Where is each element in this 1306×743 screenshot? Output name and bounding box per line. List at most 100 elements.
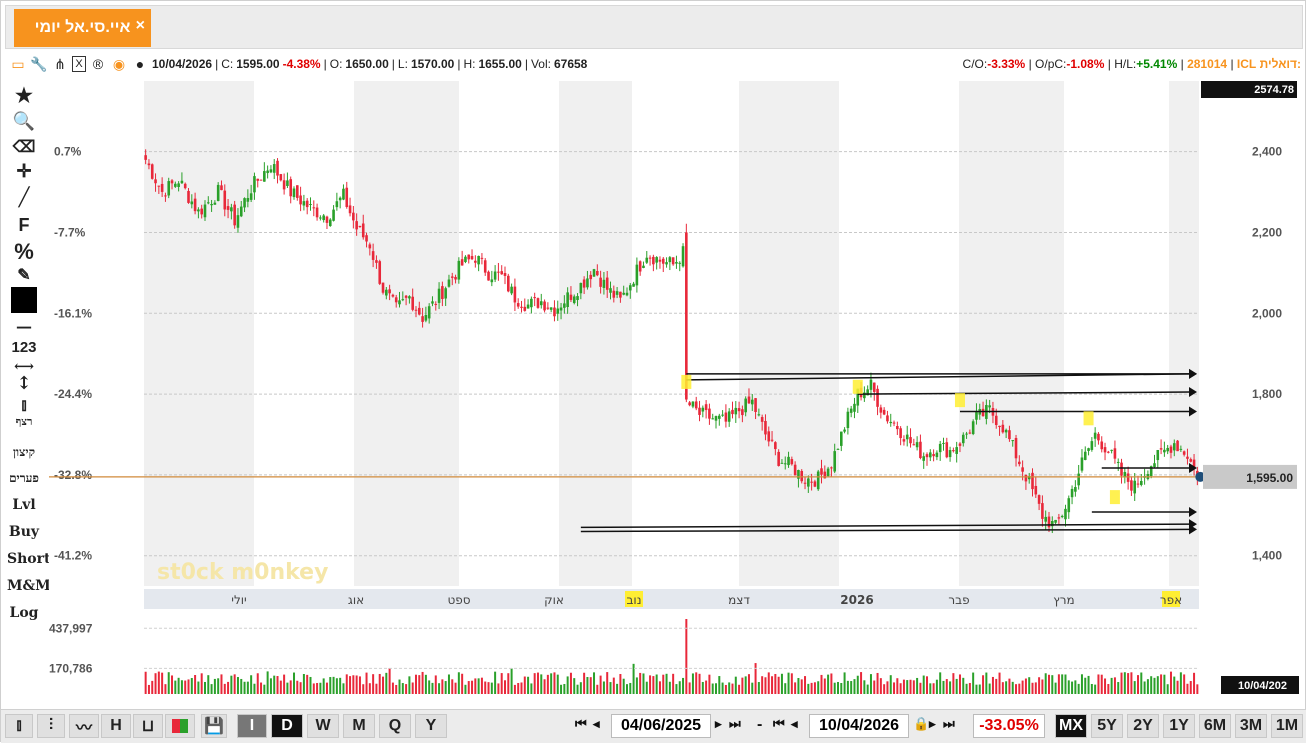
gaps-tool[interactable]: פערים xyxy=(9,471,39,485)
volume-bar xyxy=(747,674,750,694)
star-icon[interactable]: ★ xyxy=(15,83,33,107)
range-1m[interactable]: 1M xyxy=(1271,714,1303,738)
ohlc-view-icon[interactable]: ⫶ xyxy=(37,714,65,738)
prev-to-icon[interactable]: ◂ xyxy=(791,716,797,731)
first-icon[interactable]: ⏮ xyxy=(575,716,587,731)
first-to-icon[interactable]: ⏮ xyxy=(773,716,785,731)
next-to-icon[interactable]: ▸ xyxy=(929,716,935,731)
candles-icon[interactable]: ⫾ xyxy=(21,395,27,414)
volume-bar xyxy=(668,681,671,694)
volume-bar xyxy=(583,672,586,694)
period-monthly[interactable]: M xyxy=(343,714,375,738)
range-3m[interactable]: 3M xyxy=(1235,714,1267,738)
volume-bar xyxy=(850,681,853,694)
volume-bar xyxy=(510,668,513,694)
note-edit-icon[interactable]: ✎ xyxy=(17,265,31,284)
bars-view-icon[interactable]: ⊔ xyxy=(133,714,163,738)
vertical-measure-icon[interactable]: ↕ xyxy=(16,373,32,394)
volume-bar xyxy=(771,676,774,694)
candle xyxy=(830,467,833,469)
save-icon[interactable]: 💾 xyxy=(201,714,227,738)
color-bars-icon[interactable] xyxy=(165,714,195,738)
numbers-tool[interactable]: 123 xyxy=(11,339,37,356)
price-chart[interactable]: 2,400 0.7% 2,200 -7.7% 2,000 -16.1% 1,800 -24.4… xyxy=(49,81,1299,696)
range-5y[interactable]: 5Y xyxy=(1091,714,1123,738)
candle xyxy=(269,169,273,173)
close-icon[interactable]: × xyxy=(135,17,145,34)
period-intraday[interactable]: I xyxy=(237,714,267,738)
line-view-icon[interactable]: 〰 xyxy=(69,714,99,738)
range-1y[interactable]: 1Y xyxy=(1163,714,1195,738)
candle xyxy=(1018,461,1021,465)
range-6m[interactable]: 6M xyxy=(1199,714,1231,738)
color-picker[interactable] xyxy=(7,287,41,313)
line-draw-icon[interactable]: ╱ xyxy=(18,187,30,208)
range-max[interactable]: MX xyxy=(1055,714,1087,738)
volume-bar xyxy=(428,680,431,694)
log-scale-tool[interactable]: Log xyxy=(9,605,39,621)
buy-tool[interactable]: Buy xyxy=(8,524,40,540)
volume-bar xyxy=(939,672,942,694)
next-icon[interactable]: ▸ xyxy=(715,716,721,731)
levels-tool[interactable]: Lvl xyxy=(12,497,36,513)
hl-label: H/L: xyxy=(1114,57,1137,71)
measure-arrow-icon[interactable]: ⟷ xyxy=(13,359,35,375)
volume-bar xyxy=(606,672,609,694)
trend-line[interactable] xyxy=(580,523,1192,529)
target-icon[interactable]: ◉ xyxy=(112,56,126,72)
candle xyxy=(638,261,642,272)
period-daily[interactable]: D xyxy=(271,714,303,738)
volume-bar xyxy=(1097,674,1100,694)
last-to-icon[interactable]: ⏭ xyxy=(943,716,955,731)
trend-line[interactable] xyxy=(580,528,1192,533)
percent-tool[interactable]: % xyxy=(14,239,34,264)
wrench-icon[interactable]: 🔧 xyxy=(30,56,48,72)
volume-bar xyxy=(705,680,708,694)
candle xyxy=(223,190,227,210)
volume-bar xyxy=(889,675,892,694)
trend-line[interactable] xyxy=(686,373,1192,381)
candle xyxy=(246,197,250,202)
to-date-input[interactable]: 10/04/2026 xyxy=(809,714,909,738)
candle xyxy=(863,392,866,399)
close-label: C: xyxy=(221,57,234,71)
candle xyxy=(718,415,721,419)
mm-tool[interactable]: M&M xyxy=(7,578,51,594)
extreme-tool[interactable]: קיצון xyxy=(13,445,35,459)
search-icon[interactable]: 🔍 xyxy=(12,111,36,132)
candles-view-icon[interactable]: ⫾ xyxy=(5,714,33,738)
volume-bar xyxy=(836,681,839,694)
sequence-tool[interactable]: רצף xyxy=(15,415,33,428)
registered-icon[interactable]: ® xyxy=(92,56,104,72)
candle xyxy=(530,298,533,308)
lock-icon[interactable]: 🔒 xyxy=(913,716,929,731)
share-icon[interactable]: ⋔ xyxy=(54,56,66,72)
last-icon[interactable]: ⏭ xyxy=(729,716,741,731)
trend-line[interactable] xyxy=(857,391,1192,395)
volume-bar xyxy=(1094,684,1097,694)
crosshair-icon[interactable]: ✛ xyxy=(16,161,32,182)
tab-chart[interactable]: איי.סי.אל יומי × xyxy=(14,9,151,47)
candle xyxy=(256,178,260,181)
short-tool[interactable]: Short xyxy=(7,551,51,567)
excel-icon[interactable]: X xyxy=(72,56,86,72)
volume-bar xyxy=(1044,673,1047,694)
fib-tool[interactable]: F xyxy=(18,215,30,235)
period-yearly[interactable]: Y xyxy=(415,714,447,738)
exchange-label: דואלית: xyxy=(1259,57,1301,71)
period-quarterly[interactable]: Q xyxy=(379,714,411,738)
window-icon[interactable]: ▭ xyxy=(11,56,25,72)
volume-bar xyxy=(467,681,470,694)
range-2y[interactable]: 2Y xyxy=(1127,714,1159,738)
eraser-icon[interactable]: ⌫ xyxy=(12,137,36,156)
from-date-input[interactable]: 04/06/2025 xyxy=(611,714,711,738)
candle xyxy=(803,482,807,484)
volume-bar xyxy=(1018,683,1021,694)
comment-icon[interactable]: ● xyxy=(135,56,145,72)
period-weekly[interactable]: W xyxy=(307,714,339,738)
hlc-view-icon[interactable]: H xyxy=(101,714,131,738)
volume-bar xyxy=(777,676,780,694)
line-style-icon[interactable]: — xyxy=(16,317,32,336)
volume-bar xyxy=(642,673,645,694)
prev-icon[interactable]: ◂ xyxy=(593,716,599,731)
